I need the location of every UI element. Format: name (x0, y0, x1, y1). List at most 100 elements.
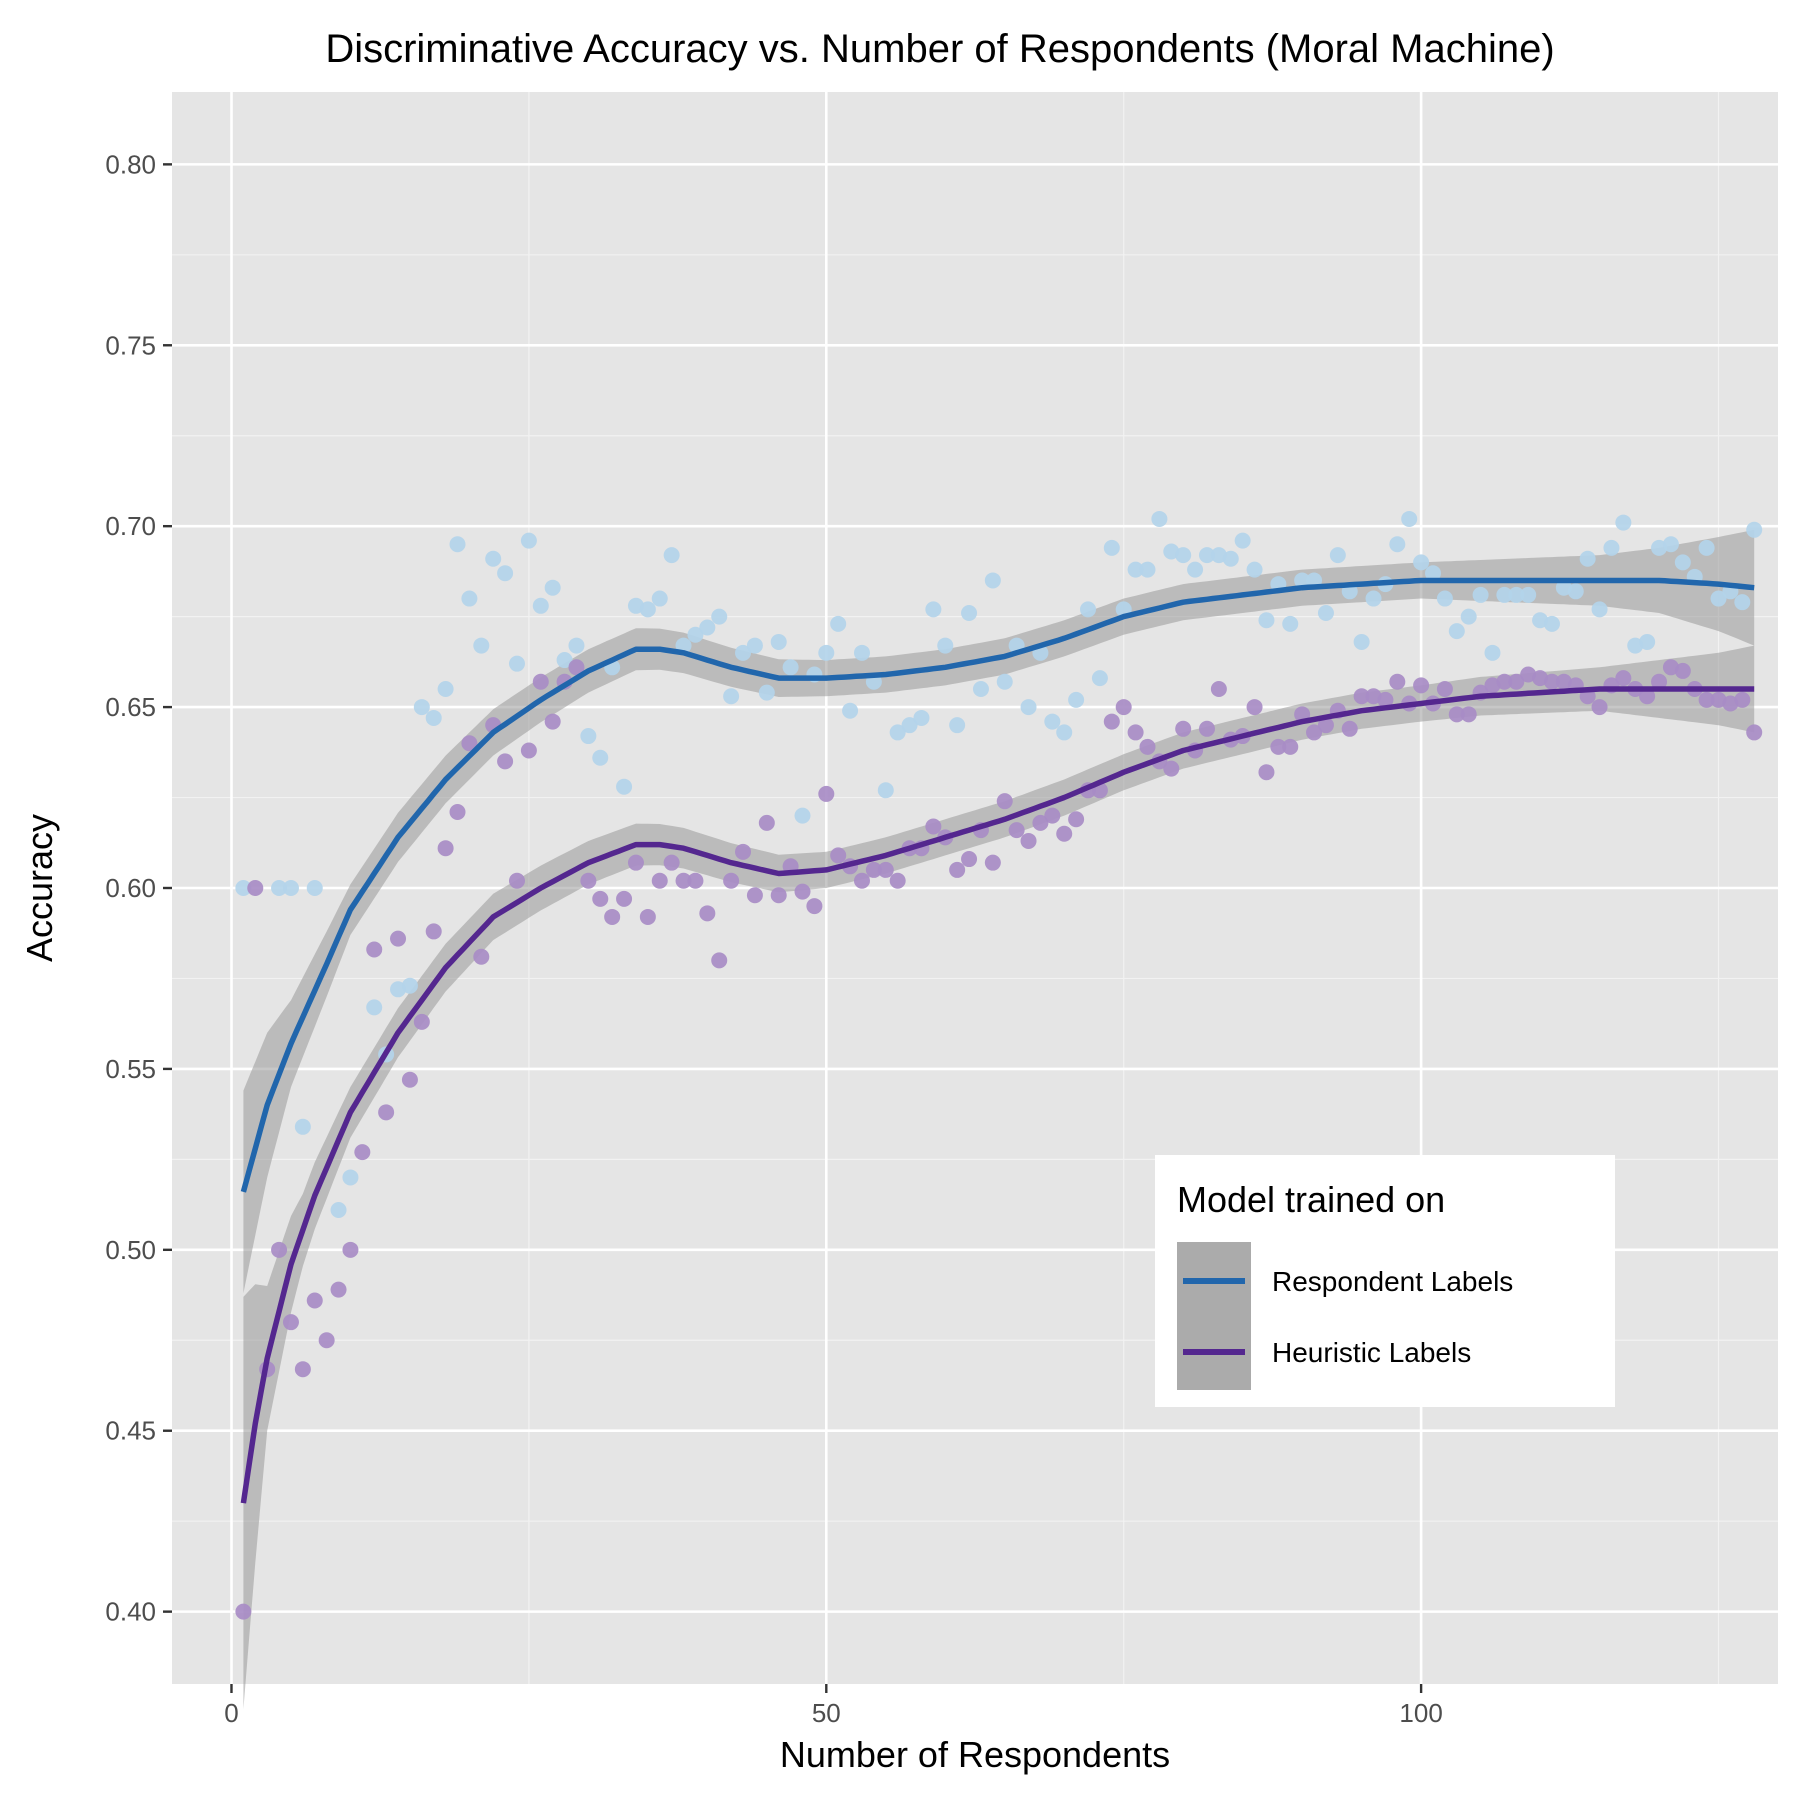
respondent-point (913, 709, 930, 726)
respondent-point (1091, 670, 1108, 687)
respondent-point (556, 652, 573, 669)
respondent-point (1222, 550, 1239, 567)
heuristic-point (1306, 724, 1323, 741)
heuristic-point (1068, 811, 1085, 828)
respondent-point (1103, 539, 1120, 556)
respondent-point (877, 782, 894, 799)
y-axis: 0.40 0.45 0.50 0.55 0.60 0.65 0.70 0.75 0.80 (105, 149, 172, 1627)
respondent-point (1698, 539, 1715, 556)
respondent-point (1044, 713, 1061, 730)
y-tick-label: 0.75 (105, 330, 156, 360)
respondent-point (1579, 550, 1596, 567)
heuristic-point (449, 804, 466, 821)
heuristic-point (996, 793, 1013, 810)
respondent-point (1436, 590, 1453, 607)
heuristic-point (1020, 832, 1037, 849)
respondent-point (1139, 561, 1156, 578)
respondent-point (961, 605, 978, 622)
respondent-point (1674, 554, 1691, 571)
heuristic-point (853, 872, 870, 889)
heuristic-point (1127, 724, 1144, 741)
respondent-point (425, 709, 442, 726)
heuristic-point (1258, 764, 1275, 781)
y-axis-title: Accuracy (19, 814, 60, 962)
respondent-point (497, 565, 514, 582)
respondent-point (1151, 510, 1168, 527)
respondent-point (1068, 691, 1085, 708)
heuristic-point (889, 872, 906, 889)
respondent-point (544, 579, 561, 596)
respondent-point (1615, 514, 1632, 531)
heuristic-point (830, 847, 847, 864)
heuristic-point (675, 872, 692, 889)
heuristic-point (294, 1361, 311, 1378)
heuristic-point (735, 843, 752, 860)
respondent-point (1056, 724, 1073, 741)
chart-title: Discriminative Accuracy vs. Number of Re… (325, 27, 1554, 71)
respondent-point (1246, 561, 1263, 578)
respondent-point (592, 749, 609, 766)
respondent-point (1282, 615, 1299, 632)
heuristic-point (639, 908, 656, 925)
legend-label-heuristic-labels: Heuristic Labels (1272, 1337, 1471, 1368)
respondent-point (580, 728, 597, 745)
respondent-point (1734, 594, 1751, 611)
heuristic-point (806, 898, 823, 915)
respondent-point (342, 1169, 359, 1186)
heuristic-point (544, 713, 561, 730)
heuristic-point (592, 890, 609, 907)
respondent-point (1127, 561, 1144, 578)
heuristic-point (1413, 677, 1430, 694)
heuristic-point (1353, 688, 1370, 705)
respondent-point (1389, 536, 1406, 553)
y-tick-label: 0.80 (105, 149, 156, 179)
heuristic-point (1460, 706, 1477, 723)
respondent-point (1020, 699, 1037, 716)
respondent-point (794, 807, 811, 824)
respondent-point (937, 637, 954, 654)
respondent-point (735, 644, 752, 661)
heuristic-point (473, 948, 490, 965)
respondent-point (1520, 586, 1537, 603)
respondent-point (1496, 586, 1513, 603)
heuristic-point (437, 840, 454, 857)
respondent-point (532, 597, 549, 614)
y-tick-label: 0.45 (105, 1416, 156, 1446)
heuristic-point (1389, 673, 1406, 690)
respondent-smooth-line (240, 577, 1755, 1193)
respondent-point (485, 550, 502, 567)
respondent-point (1425, 565, 1442, 582)
respondent-point (294, 1118, 311, 1135)
respondent-point (366, 999, 383, 1016)
respondent-point (1234, 532, 1251, 549)
heuristic-point (1377, 691, 1394, 708)
respondent-point (520, 532, 537, 549)
respondent-point (616, 778, 633, 795)
heuristic-point (984, 854, 1001, 871)
respondent-point (1198, 547, 1215, 564)
heuristic-point (1270, 738, 1287, 755)
respondent-point (889, 724, 906, 741)
heuristic-point (1615, 670, 1632, 687)
respondent-point (746, 637, 763, 654)
respondent-point (1639, 633, 1656, 650)
respondent-point (473, 637, 490, 654)
respondent-point (413, 699, 430, 716)
respondent-point (306, 880, 323, 896)
heuristic-point (532, 673, 549, 690)
heuristic-point (401, 1071, 418, 1088)
respondent-point (830, 615, 847, 632)
heuristic-point (818, 785, 835, 802)
heuristic-point (271, 1241, 288, 1258)
heuristic-point (877, 861, 894, 878)
heuristic-point (1448, 706, 1465, 723)
heuristic-point (342, 1241, 359, 1258)
heuristic-point (663, 854, 680, 871)
respondent-point (1187, 561, 1204, 578)
x-tick-label: 50 (812, 1698, 841, 1728)
heuristic-point (1056, 825, 1073, 842)
respondent-point (508, 655, 525, 672)
respondent-point (1460, 608, 1477, 625)
heuristic-point (627, 854, 644, 871)
